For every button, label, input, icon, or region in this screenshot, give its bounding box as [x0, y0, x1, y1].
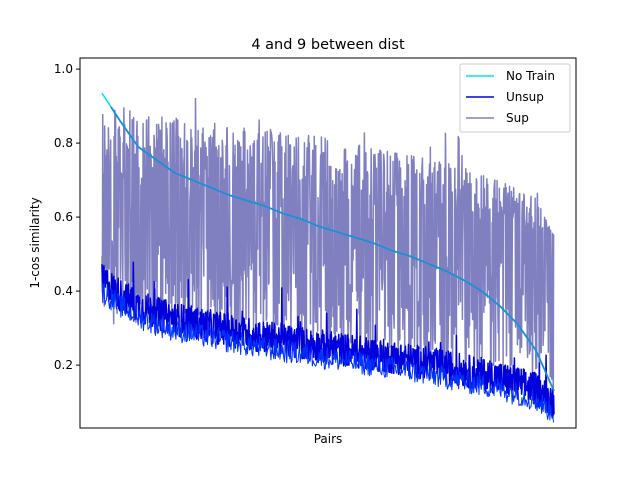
- series-sup: [101, 97, 555, 402]
- legend-label-no-train: No Train: [506, 69, 555, 83]
- y-tick-label: 0.2: [54, 358, 73, 372]
- plot-area: [79, 57, 577, 429]
- y-tick-label: 1.0: [54, 62, 73, 76]
- y-tick-label: 0.8: [54, 136, 73, 150]
- chart-title: 4 and 9 between dist: [251, 37, 405, 53]
- legend-label-unsup: Unsup: [506, 90, 544, 104]
- series-unsup-overlay: [101, 281, 555, 423]
- legend-box: [459, 63, 571, 133]
- y-axis-label: 1-cos similarity: [28, 197, 42, 288]
- y-axis: 0.2 0.4 0.6 0.8 1.0: [54, 62, 80, 372]
- axes-frame: [79, 57, 577, 429]
- y-tick-label: 0.6: [54, 210, 73, 224]
- series-layer: [101, 92, 555, 423]
- legend: No Train Unsup Sup: [459, 63, 571, 133]
- legend-label-sup: Sup: [506, 111, 529, 125]
- series-no-train: [110, 106, 555, 392]
- x-axis-label: Pairs: [314, 432, 343, 446]
- y-tick-label: 0.4: [54, 284, 73, 298]
